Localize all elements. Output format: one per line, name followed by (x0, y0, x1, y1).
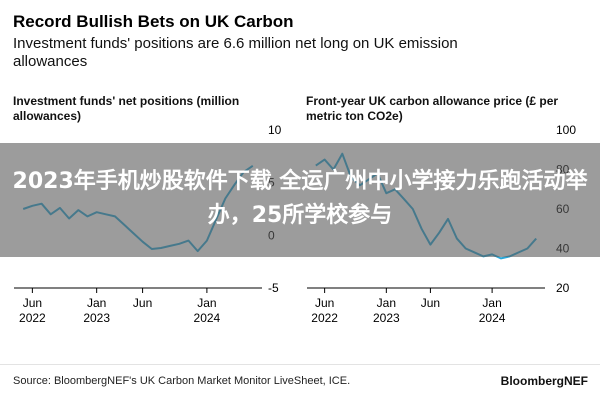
x-tick-label: Jun (23, 296, 42, 310)
source-note: Source: BloombergNEF's UK Carbon Market … (13, 375, 351, 387)
x-tick-label: 2022 (19, 311, 46, 325)
y-tick-label: 100 (556, 123, 576, 137)
right-panel-title: Front-year UK carbon allowance price (£ … (306, 94, 559, 123)
footer-divider (0, 364, 600, 365)
chart-subtitle: Investment funds' positions are 6.6 mill… (13, 35, 458, 70)
brand-logo: BloombergNEF (500, 374, 588, 388)
x-tick-label: 2024 (479, 311, 506, 325)
overlay-text: 2023年手机炒股软件下载 全运广州中小学接力乐跑活动举办，25所学校参与 (12, 169, 588, 228)
y-tick-label: 10 (268, 123, 282, 137)
overlay-banner: 2023年手机炒股软件下载 全运广州中小学接力乐跑活动举办，25所学校参与 (0, 143, 600, 257)
x-tick-label: Jan (87, 296, 106, 310)
chart-title: Record Bullish Bets on UK Carbon (13, 12, 294, 31)
x-tick-label: Jun (421, 296, 440, 310)
x-tick-label: 2023 (373, 311, 400, 325)
x-tick-label: Jun (315, 296, 334, 310)
y-tick-label: -5 (268, 281, 279, 295)
y-tick-label: 20 (556, 281, 570, 295)
x-tick-label: 2023 (83, 311, 110, 325)
x-tick-label: Jun (133, 296, 152, 310)
x-tick-label: Jan (377, 296, 396, 310)
x-tick-label: Jan (197, 296, 216, 310)
x-tick-label: 2022 (311, 311, 338, 325)
x-tick-label: 2024 (194, 311, 221, 325)
x-tick-label: Jan (482, 296, 501, 310)
left-panel-title: Investment funds' net positions (million… (13, 94, 240, 123)
